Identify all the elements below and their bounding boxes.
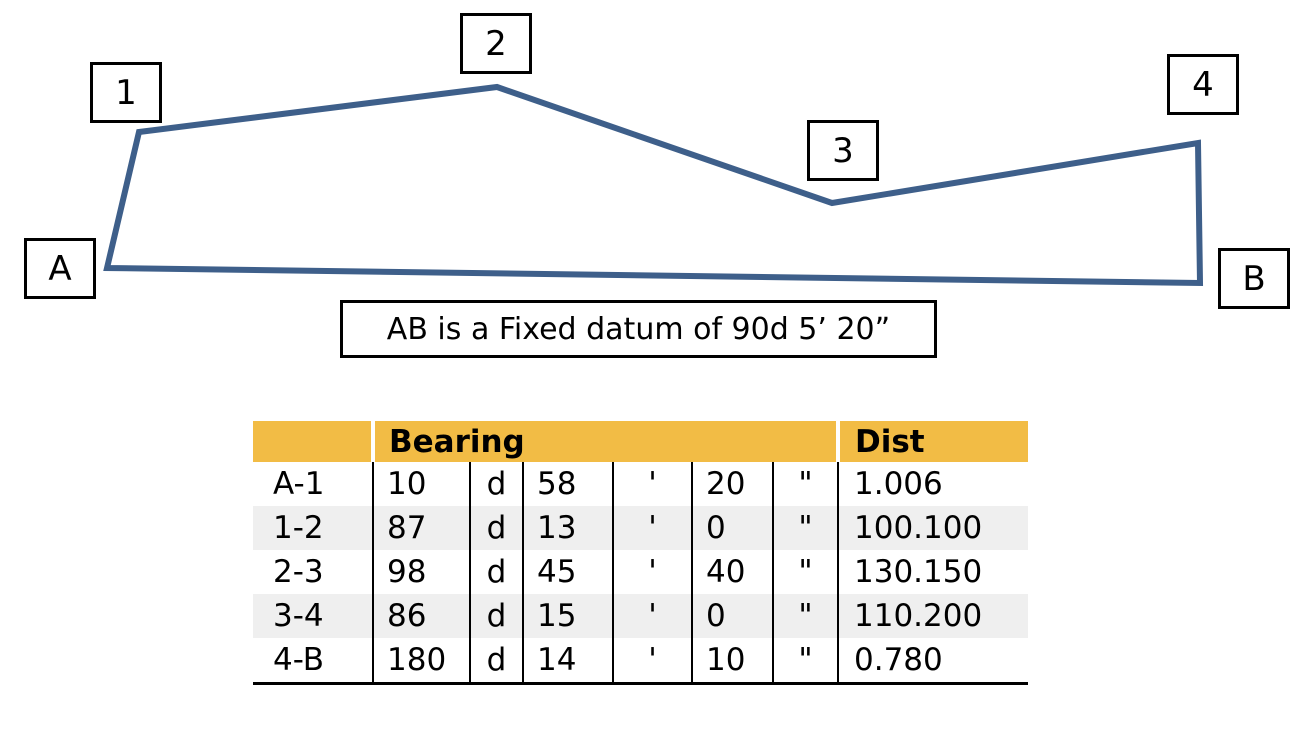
traverse-outline — [103, 83, 1204, 287]
sec-unit-cell: " — [772, 594, 838, 638]
min-cell: 45 — [522, 550, 613, 594]
vertex-box-4: 4 — [1167, 54, 1239, 115]
sec-unit-cell: " — [772, 462, 838, 506]
table-header-row: Bearing Dist — [253, 421, 1028, 462]
leg-cell: 1-2 — [273, 510, 324, 546]
table-row-3-4: 3-4 86 d 15 ' 0 " 110.200 — [253, 594, 1028, 638]
dist-header-cell: Dist — [836, 421, 1028, 462]
dist-cell: 130.150 — [837, 550, 1028, 594]
min-unit-cell: ' — [612, 506, 692, 550]
leg-cell: A-1 — [273, 466, 325, 502]
datum-caption-box: AB is a Fixed datum of 90d 5’ 20” — [340, 300, 937, 358]
vertex-box-A: A — [24, 238, 96, 299]
sec-unit-cell: " — [772, 638, 838, 685]
bearing-distance-table: Bearing Dist A-1 10 d 58 ' 20 " 1.006 1-… — [253, 421, 1028, 685]
deg-cell: 180 — [372, 638, 470, 685]
deg-unit-cell: d — [469, 506, 523, 550]
table-row-4-B: 4-B 180 d 14 ' 10 " 0.780 — [253, 638, 1028, 685]
sec-cell: 0 — [691, 506, 773, 550]
table-row-2-3: 2-3 98 d 45 ' 40 " 130.150 — [253, 550, 1028, 594]
deg-cell: 10 — [372, 462, 470, 506]
leg-cell: 3-4 — [273, 598, 324, 634]
deg-cell: 98 — [372, 550, 470, 594]
deg-cell: 86 — [372, 594, 470, 638]
min-unit-cell: ' — [612, 638, 692, 685]
leg-cell: 2-3 — [273, 554, 324, 590]
min-cell: 14 — [522, 638, 613, 685]
table-row-A-1: A-1 10 d 58 ' 20 " 1.006 — [253, 462, 1028, 506]
dist-cell: 100.100 — [837, 506, 1028, 550]
min-cell: 13 — [522, 506, 613, 550]
sec-cell: 10 — [691, 638, 773, 685]
vertex-box-3: 3 — [807, 120, 879, 181]
vertex-label-A: A — [48, 248, 72, 289]
min-unit-cell: ' — [612, 594, 692, 638]
vertex-box-2: 2 — [460, 13, 532, 74]
vertex-box-1: 1 — [90, 62, 162, 123]
table-row-1-2: 1-2 87 d 13 ' 0 " 100.100 — [253, 506, 1028, 550]
deg-unit-cell: d — [469, 462, 523, 506]
dist-cell: 1.006 — [837, 462, 1028, 506]
deg-cell: 87 — [372, 506, 470, 550]
leg-cell: 4-B — [253, 638, 373, 685]
deg-unit-cell: d — [469, 594, 523, 638]
sec-cell: 20 — [691, 462, 773, 506]
sec-unit-cell: " — [772, 506, 838, 550]
traverse-diagram — [103, 83, 1204, 287]
bearing-header-cell: Bearing — [371, 421, 838, 462]
dist-cell: 110.200 — [837, 594, 1028, 638]
datum-caption-text: AB is a Fixed datum of 90d 5’ 20” — [386, 311, 891, 347]
sec-cell: 0 — [691, 594, 773, 638]
deg-unit-cell: d — [469, 638, 523, 685]
sec-cell: 40 — [691, 550, 773, 594]
vertex-box-B: B — [1218, 248, 1290, 309]
sec-unit-cell: " — [772, 550, 838, 594]
min-cell: 15 — [522, 594, 613, 638]
vertex-label-B: B — [1242, 258, 1266, 299]
vertex-label-4: 4 — [1192, 64, 1214, 105]
dist-cell: 0.780 — [837, 638, 1028, 685]
min-unit-cell: ' — [612, 550, 692, 594]
corner-header-cell — [253, 421, 373, 462]
vertex-label-3: 3 — [832, 130, 854, 171]
vertex-label-2: 2 — [485, 23, 507, 64]
min-cell: 58 — [522, 462, 613, 506]
min-unit-cell: ' — [612, 462, 692, 506]
deg-unit-cell: d — [469, 550, 523, 594]
vertex-label-1: 1 — [115, 72, 137, 113]
